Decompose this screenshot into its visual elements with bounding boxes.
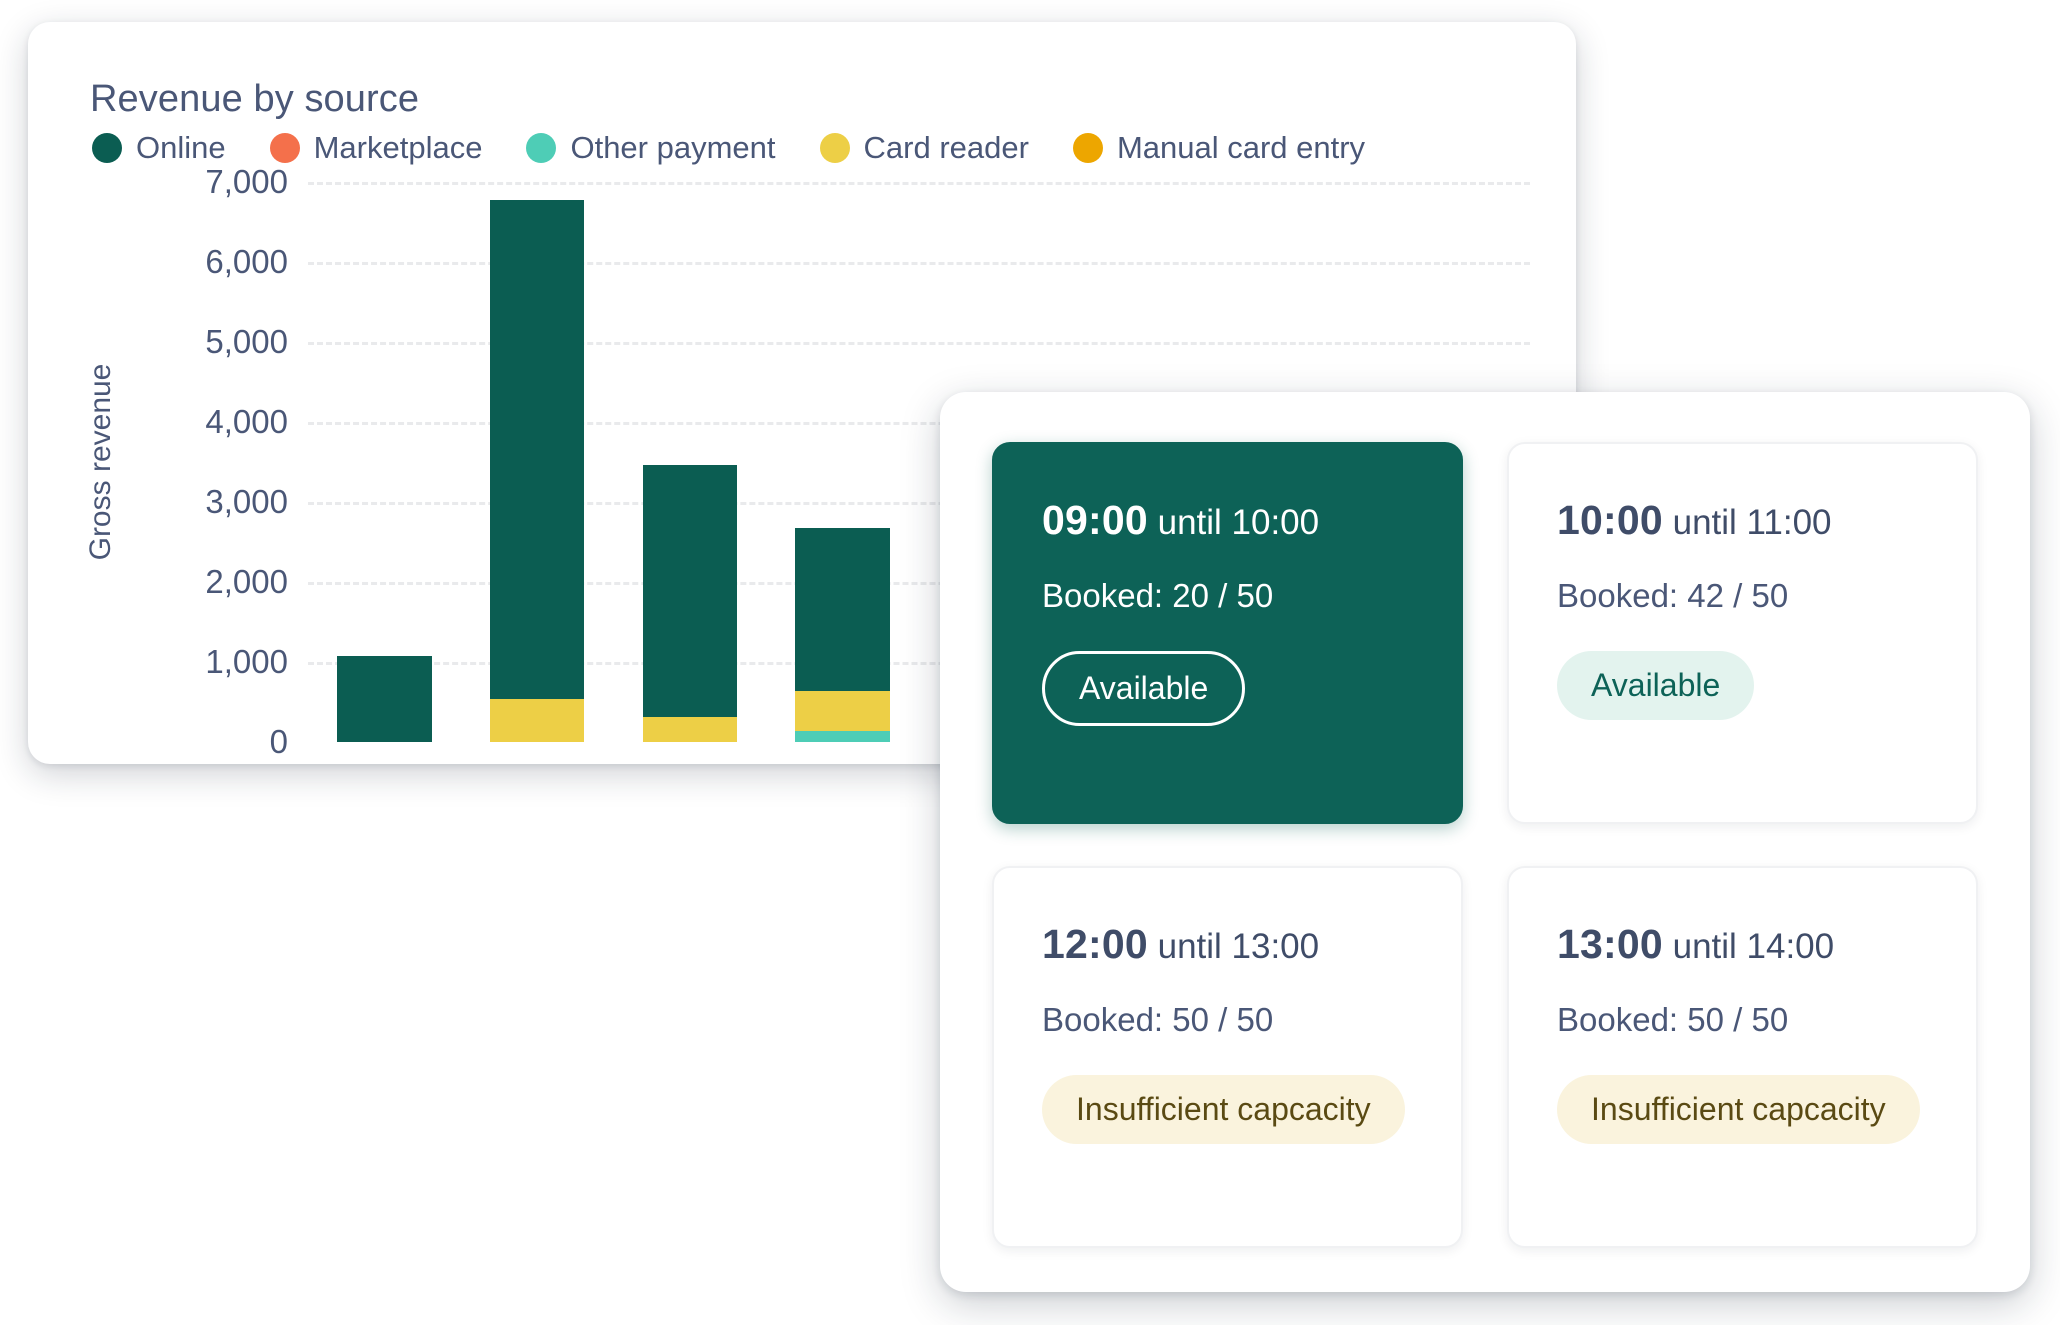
- time-slot-card[interactable]: 12:00 until 13:00 Booked: 50 / 50 Insuffic…: [992, 866, 1463, 1248]
- gridline: [308, 182, 1530, 185]
- bar-segment: [642, 717, 738, 742]
- legend-item[interactable]: Marketplace: [269, 130, 483, 166]
- legend-item-label: Manual card entry: [1116, 130, 1366, 165]
- y-axis-tick-label: 5,000: [205, 323, 288, 360]
- bar-slot: [766, 182, 919, 742]
- slot-booked-count: Booked: 42 / 50: [1557, 577, 1789, 615]
- time-slot-card[interactable]: 10:00 until 11:00 Booked: 42 / 50 Availabl…: [1507, 442, 1978, 824]
- slot-time: 12:00 until 13:00: [1042, 921, 1413, 967]
- stacked-bar[interactable]: [642, 465, 738, 742]
- y-axis-tick-label: 4,000: [205, 403, 288, 440]
- stacked-bar[interactable]: [337, 655, 432, 742]
- bar-segment: [795, 527, 890, 691]
- stacked-bar[interactable]: [795, 527, 890, 742]
- bar-segment: [337, 655, 432, 742]
- gridline: [308, 582, 1530, 585]
- legend-item-label: Online: [136, 130, 226, 165]
- slot-time: 13:00 until 14:00: [1557, 921, 1928, 967]
- y-axis-tick-label: 2,000: [205, 563, 288, 600]
- bar-slot: [308, 182, 461, 742]
- legend-item-label: Card reader: [863, 130, 1029, 165]
- gridline: [308, 502, 1530, 505]
- gridline: [308, 342, 1530, 345]
- chart-legend: Online Marketplace Other payment Card reade…: [92, 130, 1409, 166]
- chart-gridlines: [308, 182, 1530, 742]
- gridline: [308, 422, 1530, 425]
- status-badge: Insufficient capcacity: [1042, 1075, 1405, 1145]
- slot-end-time: until 11:00: [1662, 503, 1832, 542]
- y-axis-tick-label: 3,000: [205, 483, 288, 520]
- y-axis-label: Gross revenue: [84, 363, 117, 561]
- status-badge: Insufficient capcacity: [1557, 1075, 1920, 1145]
- y-axis-tick-label: 7,000: [205, 163, 288, 200]
- legend-item[interactable]: Manual card entry: [1072, 130, 1366, 166]
- gridline: [308, 262, 1530, 265]
- y-axis-tick-label: 1,000: [205, 643, 288, 680]
- slot-start-time: 10:00: [1557, 497, 1663, 543]
- time-slot-card[interactable]: 13:00 until 14:00 Booked: 50 / 50 Insuffic…: [1507, 866, 1978, 1248]
- slot-end-time: until 13:00: [1147, 927, 1320, 966]
- time-slots-panel: 09:00 until 10:00 Booked: 20 / 50 Availabl…: [940, 392, 2030, 1292]
- time-slot-card[interactable]: 09:00 until 10:00 Booked: 20 / 50 Availabl…: [992, 442, 1463, 824]
- bar-segment: [795, 690, 890, 731]
- legend-dot-icon: [1072, 133, 1103, 163]
- y-axis-ticks: 7,000 6,000 5,000 4,000 3,000 2,000 1,000 0: [148, 163, 288, 760]
- slot-end-time: until 10:00: [1147, 503, 1320, 542]
- time-slots-grid: 09:00 until 10:00 Booked: 20 / 50 Availabl…: [992, 442, 1978, 1248]
- page-title: Revenue by source: [90, 78, 420, 120]
- bar-segment: [489, 200, 585, 699]
- legend-dot-icon: [819, 133, 850, 163]
- slot-end-time: until 14:00: [1662, 927, 1835, 966]
- slot-booked-count: Booked: 50 / 50: [1042, 1001, 1274, 1039]
- slot-booked-count: Booked: 50 / 50: [1557, 1001, 1789, 1039]
- bar-slot: [461, 182, 614, 742]
- slot-start-time: 12:00: [1042, 921, 1148, 967]
- bar-segment: [489, 698, 585, 742]
- gridline: [308, 662, 1530, 665]
- legend-item[interactable]: Other payment: [526, 130, 776, 166]
- legend-item-label: Other payment: [570, 130, 776, 165]
- bar-slot: [614, 182, 767, 742]
- legend-dot-icon: [92, 133, 122, 163]
- slot-start-time: 09:00: [1042, 497, 1148, 543]
- slot-booked-count: Booked: 20 / 50: [1042, 577, 1274, 615]
- legend-dot-icon: [526, 133, 557, 163]
- legend-item[interactable]: Online: [92, 130, 226, 166]
- status-badge[interactable]: Available: [1557, 651, 1755, 721]
- bar-segment: [795, 730, 890, 742]
- status-badge[interactable]: Available: [1042, 651, 1246, 727]
- slot-start-time: 13:00: [1557, 921, 1663, 967]
- stacked-bar[interactable]: [489, 200, 585, 742]
- y-axis-tick-label: 6,000: [205, 243, 288, 280]
- bar-segment: [642, 465, 738, 718]
- slot-time: 09:00 until 10:00: [1042, 497, 1413, 543]
- slot-time: 10:00 until 11:00: [1557, 497, 1928, 543]
- legend-item[interactable]: Card reader: [819, 130, 1029, 166]
- y-axis-tick-label: 0: [269, 723, 288, 760]
- legend-dot-icon: [269, 133, 300, 163]
- legend-item-label: Marketplace: [313, 130, 483, 165]
